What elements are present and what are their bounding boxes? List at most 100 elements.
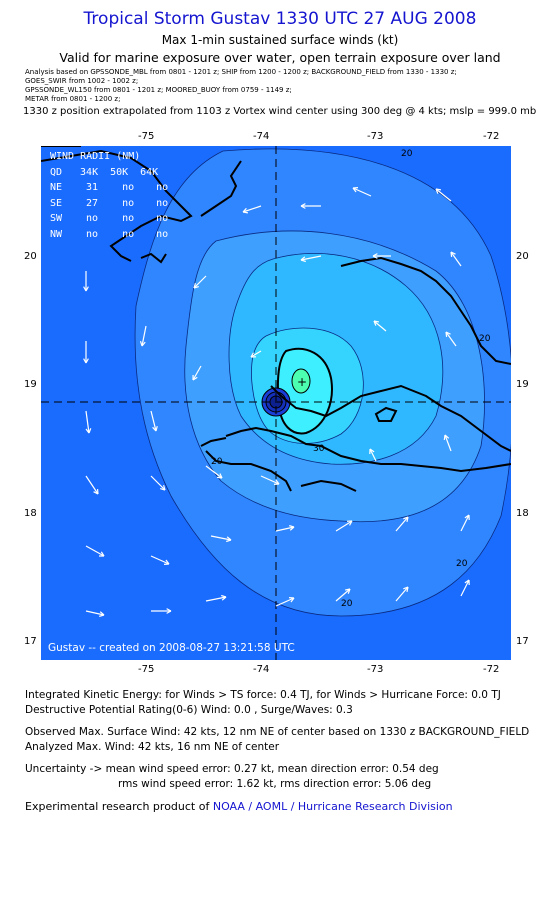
wind-arrowhead: [373, 320, 380, 326]
wind-arrow: [150, 410, 157, 432]
wind-arrow: [193, 275, 207, 289]
credit-prefix: Experimental research product of: [25, 800, 213, 813]
wind-arrow: [335, 520, 353, 532]
wind-arrow: [210, 535, 232, 541]
lon-tick-top: -73: [367, 131, 384, 142]
radii-cell: no: [122, 228, 135, 240]
lat-tick-right: 17: [516, 636, 529, 647]
dpr-stat: Destructive Potential Rating(0-6) Wind: …: [25, 704, 353, 716]
credit-line: Experimental research product of NOAA / …: [25, 800, 453, 813]
wind-arrow: [369, 448, 377, 462]
wind-arrow: [242, 205, 262, 213]
wind-arrow: [352, 187, 372, 197]
coastline-cuba-east: [41, 146, 167, 264]
radii-row: NW no no no: [50, 227, 180, 243]
radii-cell: SW: [50, 213, 63, 225]
wind-arrow: [373, 320, 387, 332]
wind-arrow: [445, 331, 457, 347]
radii-cell: no: [156, 228, 169, 240]
wind-arrow: [85, 545, 105, 557]
wind-arrowhead: [403, 586, 409, 593]
radii-cell: no: [156, 197, 169, 209]
wind-arrow: [335, 588, 351, 602]
hrd-link[interactable]: NOAA / AOML / Hurricane Research Divisio…: [212, 800, 453, 813]
wind-arrow: [205, 465, 223, 479]
analysis-line: METAR from 0801 - 1200 z;: [25, 95, 121, 103]
wind-arrowhead: [372, 253, 378, 259]
subtitle-winds: Max 1-min sustained surface winds (kt): [161, 33, 399, 47]
contour-40kt: [291, 368, 311, 394]
coastline-cuba: [41, 149, 242, 262]
contour-label: 20: [341, 599, 353, 609]
wind-arrowhead: [83, 358, 89, 364]
wind-arrow: [192, 365, 202, 381]
analyzed-max-wind: Analyzed Max. Wind: 42 kts, 16 nm NE of …: [25, 741, 280, 753]
wind-arrow: [450, 251, 462, 267]
radii-cell: no: [86, 228, 99, 240]
wind-arrowhead: [352, 186, 359, 193]
wind-arrowhead: [221, 594, 227, 601]
analysis-line: Analysis based on GPSSONDE_MBL from 0801…: [25, 68, 457, 76]
lon-tick-bottom: -74: [253, 664, 270, 675]
radii-cell: no: [86, 213, 99, 225]
wind-arrowhead: [93, 488, 99, 495]
wind-arrowhead: [289, 525, 295, 531]
radii-cell: NE: [50, 182, 63, 194]
wind-field-svg: + 20 20 20 20 20 30: [41, 146, 511, 660]
wind-arrowhead: [288, 596, 295, 603]
radii-header-cell: 34K: [80, 166, 99, 178]
wind-arrowhead: [435, 188, 442, 194]
contour-label: 30: [313, 444, 325, 454]
wind-arrow: [395, 586, 409, 602]
wind-arrow: [275, 597, 295, 607]
lat-tick-left: 19: [24, 379, 37, 390]
wind-arrowhead: [192, 374, 198, 381]
radii-header-cell: 50K: [110, 166, 129, 178]
wind-arrow: [205, 596, 227, 602]
wind-arrowhead: [300, 203, 306, 209]
wind-arrowhead: [300, 256, 306, 263]
wind-arrowhead: [344, 588, 351, 594]
wind-field-map: + 20 20 20 20 20 30: [41, 146, 511, 660]
wind-arrowhead: [166, 608, 172, 614]
radii-header-cell: 64K: [140, 166, 159, 178]
wind-arrowhead: [98, 551, 105, 557]
wind-arrowhead: [464, 579, 470, 586]
wind-vectors: [83, 186, 470, 617]
radii-cell: 27: [86, 197, 99, 209]
wind-arrowhead: [250, 352, 257, 358]
wind-arrow: [460, 579, 470, 597]
radii-cell: NW: [50, 228, 63, 240]
uncertainty-line: rms wind speed error: 1.62 kt, rms direc…: [118, 778, 432, 790]
wind-arrowhead: [226, 536, 232, 543]
lon-tick-bottom: -75: [138, 664, 155, 675]
radii-row: SW no no no: [50, 211, 180, 227]
uncertainty-line: Uncertainty -> mean wind speed error: 0.…: [25, 763, 439, 775]
radii-cell: no: [122, 197, 135, 209]
coastline-gonave: [374, 406, 398, 422]
wind-arrow: [85, 410, 90, 434]
lat-tick-left: 20: [24, 251, 37, 262]
wind-arrowhead: [139, 341, 146, 347]
contour-label: 20: [479, 334, 491, 344]
lon-tick-bottom: -72: [483, 664, 500, 675]
lat-tick-right: 18: [516, 508, 529, 519]
coastline-hispaniola-north: [340, 256, 511, 365]
wind-arrowhead: [193, 283, 199, 289]
wind-arrowhead: [443, 434, 450, 441]
contour-label: 20: [401, 149, 413, 159]
radii-cell: no: [156, 213, 169, 225]
analysis-line: GOES_SWIR from 1002 - 1002 z;: [25, 77, 139, 85]
ike-stat: Integrated Kinetic Energy: for Winds > T…: [25, 689, 501, 701]
wind-radii-title: WIND RADII (NM): [50, 151, 141, 162]
radii-row: SE 27 no no: [50, 196, 180, 212]
wind-arrow: [260, 475, 280, 485]
radii-cell: no: [156, 182, 169, 194]
wind-arrow: [435, 188, 452, 202]
wind-arrowhead: [242, 207, 249, 214]
wind-arrowhead: [216, 473, 223, 479]
wind-arrowhead: [99, 611, 105, 617]
lat-tick-left: 17: [24, 636, 37, 647]
wind-radii-table: WIND RADII (NM) QD 34K 50K 64K NE 31 no …: [50, 149, 180, 243]
wind-arrowhead: [403, 516, 409, 523]
